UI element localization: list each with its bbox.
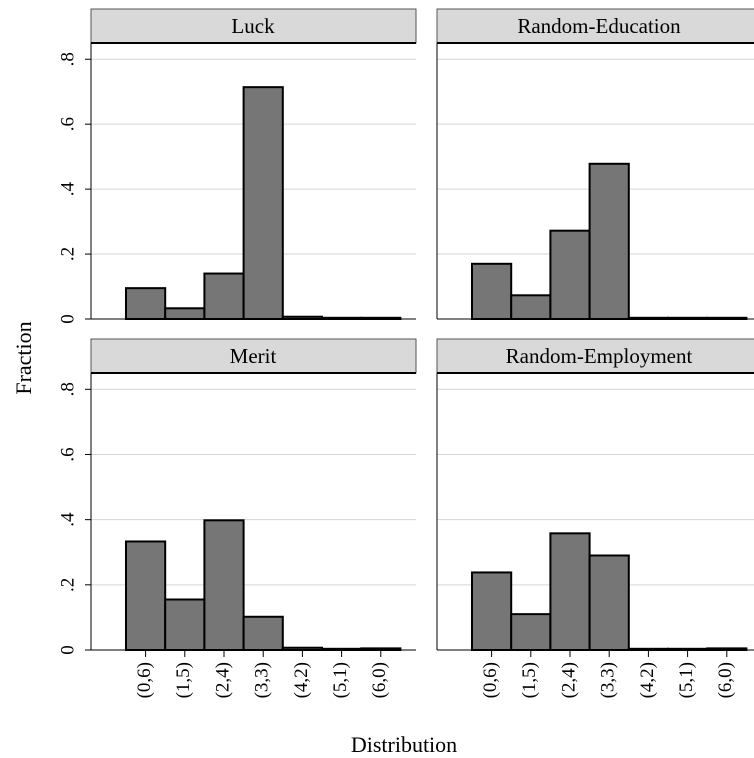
bar-(6,0): [706, 647, 748, 652]
panels-group: Luck 0 .2 .4 .6 .8 Random-Education Merit 0 .2 .4.…: [57, 8, 754, 698]
x-tick-label: (6,0): [369, 662, 390, 698]
bar-(6,0): [360, 647, 402, 652]
bar-(4,2): [627, 647, 669, 651]
bar-(0,6): [125, 540, 167, 652]
panel-title: Luck: [231, 14, 275, 38]
bar-(1,5): [510, 294, 552, 321]
bar-(3,3): [588, 162, 630, 320]
x-tick-label: (1,5): [519, 662, 540, 698]
y-tick-label: 0: [57, 645, 78, 655]
bar-(5,1): [667, 647, 709, 651]
x-tick-label: (1,5): [173, 662, 194, 698]
panel-2: Merit 0 .2 .4 .6 .8 (0,6) (1,5) (2,4) (3,3) (4,2) (…: [57, 338, 417, 698]
bar-(5,1): [321, 647, 363, 651]
y-tick-label: .6: [57, 447, 78, 461]
panel-1: Random-Education: [436, 8, 754, 321]
x-tick-label: (0,6): [480, 662, 501, 698]
x-tick-label: (3,3): [252, 662, 273, 698]
bar-(0,6): [471, 262, 513, 320]
x-axis-title: Distribution: [351, 732, 457, 757]
bar-(5,1): [321, 316, 363, 320]
bar-(2,4): [549, 532, 591, 651]
bar-(2,4): [203, 519, 245, 651]
x-tick-label: (6,0): [715, 662, 736, 698]
bar-(6,0): [360, 316, 402, 320]
x-tick-label: (5,1): [676, 662, 697, 698]
x-tick-label: (4,2): [291, 662, 312, 698]
bar-(5,1): [667, 316, 709, 320]
x-tick-label: (0,6): [134, 662, 155, 698]
bar-(2,4): [549, 229, 591, 320]
bar-(4,2): [281, 315, 323, 320]
panel-title: Merit: [230, 344, 277, 368]
panel-title: Random-Employment: [506, 344, 693, 368]
bar-(2,4): [203, 272, 245, 320]
bar-(6,0): [706, 316, 748, 320]
bar-(0,6): [125, 287, 167, 321]
bar-(0,6): [471, 571, 513, 651]
y-tick-label: .8: [57, 382, 78, 396]
x-tick-label: (3,3): [598, 662, 619, 698]
y-tick-label: .4: [57, 181, 78, 196]
bar-(3,3): [242, 615, 284, 652]
y-tick-label: .8: [57, 52, 78, 66]
bar-(1,5): [164, 307, 206, 320]
x-tick-label: (2,4): [212, 662, 233, 698]
y-tick-label: 0: [57, 314, 78, 324]
x-tick-label: (5,1): [330, 662, 351, 698]
y-axis-title: Fraction: [11, 321, 36, 394]
panel-strip: [90, 8, 417, 44]
bar-(3,3): [588, 554, 630, 652]
panel-title: Random-Education: [517, 14, 681, 38]
panel-3: Random-Employment (0,6) (1,5) (2,4) (3,3) (4,…: [436, 338, 754, 698]
bar-(4,2): [627, 316, 669, 320]
panel-0: Luck 0 .2 .4 .6 .8: [57, 8, 417, 324]
y-tick-label: .2: [57, 247, 78, 261]
bar-(1,5): [164, 598, 206, 651]
x-tick-label: (2,4): [558, 662, 579, 698]
bar-(1,5): [510, 613, 552, 652]
y-tick-label: .4: [57, 512, 78, 527]
bar-(3,3): [242, 86, 284, 320]
panel-strip: [436, 338, 754, 374]
panel-strip: [90, 338, 417, 374]
x-tick-label: (4,2): [637, 662, 658, 698]
y-tick-label: .2: [57, 578, 78, 592]
bar-(4,2): [281, 646, 323, 651]
y-tick-label: .6: [57, 117, 78, 131]
